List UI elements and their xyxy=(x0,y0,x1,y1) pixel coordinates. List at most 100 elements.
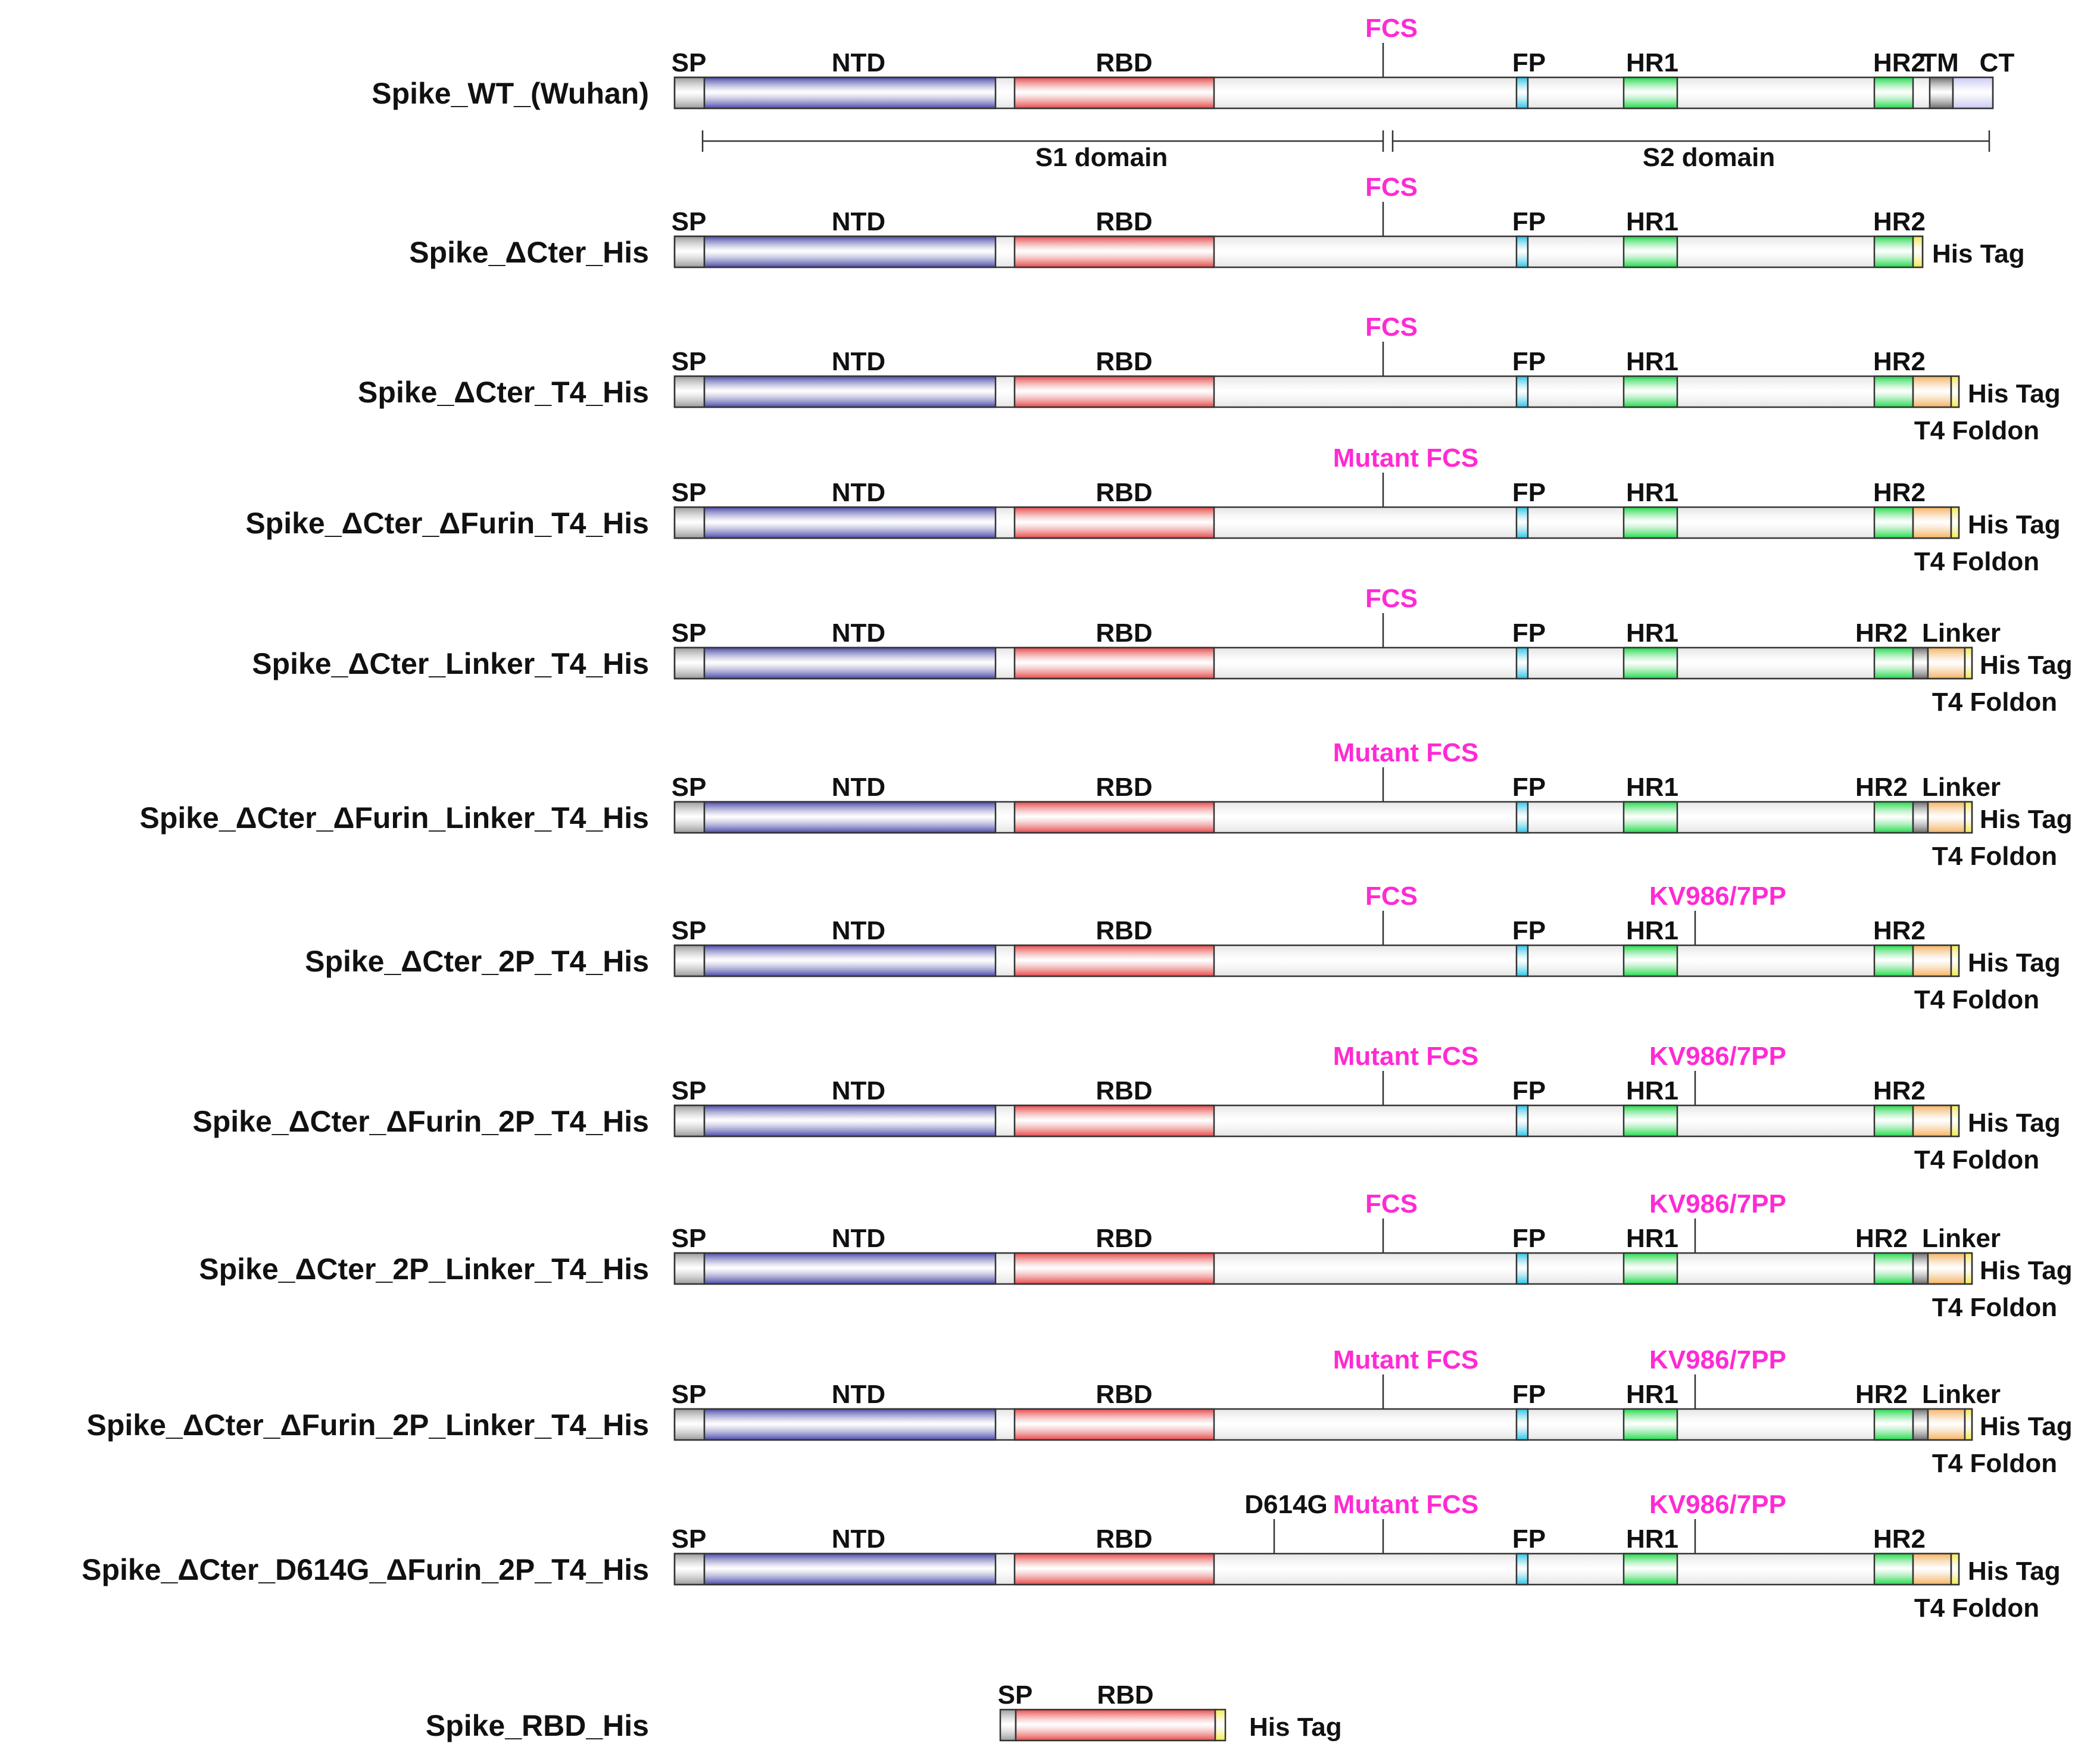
t4-foldon-label: T4 Foldon xyxy=(1914,1594,2039,1623)
his-tag-segment xyxy=(1964,646,1973,680)
hr2-segment xyxy=(1873,944,1914,977)
t4-foldon-segment xyxy=(1927,801,1966,834)
hr2-label: HR2 xyxy=(1855,618,1908,648)
hr1-label: HR1 xyxy=(1626,773,1678,802)
his-tag-segment xyxy=(1964,1408,1973,1441)
sp-segment xyxy=(673,646,706,680)
hr2-label: HR2 xyxy=(1873,1524,1926,1554)
fp-segment xyxy=(1515,375,1529,408)
construct-row: Spike_ΔCter_D614G_ΔFurin_2P_T4_His SP NTD R… xyxy=(82,1490,2061,1623)
his-tag-label: His Tag xyxy=(1968,948,2061,977)
hr1-segment xyxy=(1622,235,1678,268)
hr1-label: HR1 xyxy=(1626,1224,1678,1253)
construct-name: Spike_WT_(Wuhan) xyxy=(372,77,649,110)
fp-segment xyxy=(1515,235,1529,268)
construct-name: Spike_ΔCter_ΔFurin_2P_T4_His xyxy=(192,1105,649,1138)
fp-segment xyxy=(1515,944,1529,977)
hr2-segment xyxy=(1873,1104,1914,1138)
his-tag-segment xyxy=(1950,944,1960,977)
t4-foldon-segment xyxy=(1912,1552,1952,1586)
his-tag-label: His Tag xyxy=(1980,805,2073,834)
fp-label: FP xyxy=(1512,1380,1546,1409)
rbd-label: RBD xyxy=(1097,1680,1153,1710)
construct-row: Spike_ΔCter_ΔFurin_Linker_T4_His SP NTD RBD… xyxy=(139,738,2072,871)
hr2-label: HR2 xyxy=(1855,773,1908,802)
fp-segment xyxy=(1515,801,1529,834)
fp-segment xyxy=(1515,506,1529,539)
ntd-label: NTD xyxy=(832,478,885,507)
fp-label: FP xyxy=(1512,478,1546,507)
ntd-segment xyxy=(703,506,997,539)
t4-foldon-label: T4 Foldon xyxy=(1932,1293,2057,1322)
linker-label: Linker xyxy=(1922,1224,2001,1253)
sp-label: SP xyxy=(672,347,707,376)
hr2-segment xyxy=(1873,506,1914,539)
fcs-label: Mutant FCS xyxy=(1333,738,1478,767)
fcs-label: Mutant FCS xyxy=(1333,1042,1478,1071)
sp-segment xyxy=(999,1708,1017,1742)
construct-row: Spike_ΔCter_ΔFurin_2P_Linker_T4_His SP NTD… xyxy=(87,1345,2073,1478)
rbd-segment xyxy=(1013,1104,1215,1138)
sp-segment xyxy=(673,235,706,268)
linker-segment xyxy=(1912,801,1929,834)
ntd-segment xyxy=(703,801,997,834)
rbd-label: RBD xyxy=(1096,1524,1152,1554)
linker-label: Linker xyxy=(1922,773,2001,802)
fp-segment xyxy=(1515,1252,1529,1285)
pp-mutation-label: KV986/7PP xyxy=(1649,1189,1786,1219)
t4-foldon-label: T4 Foldon xyxy=(1914,1145,2039,1174)
construct-name: Spike_ΔCter_D614G_ΔFurin_2P_T4_His xyxy=(82,1553,649,1586)
d614g-label: D614G xyxy=(1244,1490,1327,1519)
t4-foldon-segment xyxy=(1912,506,1952,539)
sp-label: SP xyxy=(672,1524,707,1554)
hr2-label: HR2 xyxy=(1873,1076,1926,1105)
rbd-label: RBD xyxy=(1096,1076,1152,1105)
fp-segment xyxy=(1515,1408,1529,1441)
ntd-label: NTD xyxy=(832,207,885,236)
pp-mutation-label: KV986/7PP xyxy=(1649,1345,1786,1374)
construct-row: Spike_ΔCter_ΔFurin_T4_His SP NTD RBD FP HR1 Mu… xyxy=(245,443,2060,576)
his-tag-segment xyxy=(1950,1552,1960,1586)
his-tag-label: His Tag xyxy=(1980,651,2073,680)
t4-foldon-label: T4 Foldon xyxy=(1932,842,2057,871)
rbd-segment xyxy=(1013,375,1215,408)
ntd-label: NTD xyxy=(832,48,885,77)
rbd-label: RBD xyxy=(1096,207,1152,236)
rbd-label: RBD xyxy=(1096,1224,1152,1253)
rbd-label: RBD xyxy=(1096,48,1152,77)
fp-label: FP xyxy=(1512,48,1546,77)
his-tag-segment xyxy=(1950,1104,1960,1138)
sp-segment xyxy=(673,1552,706,1586)
hr2-segment xyxy=(1873,646,1914,680)
construct-name: Spike_ΔCter_ΔFurin_Linker_T4_His xyxy=(139,801,649,835)
fp-label: FP xyxy=(1512,618,1546,648)
fp-label: FP xyxy=(1512,916,1546,945)
t4-foldon-label: T4 Foldon xyxy=(1914,547,2039,576)
linker-label: Linker xyxy=(1922,618,2001,648)
ntd-label: NTD xyxy=(832,347,885,376)
rbd-segment xyxy=(1013,944,1215,977)
tm-label: TM xyxy=(1921,48,1959,77)
hr1-segment xyxy=(1622,1408,1678,1441)
hr1-label: HR1 xyxy=(1626,207,1678,236)
linker-segment xyxy=(1912,1252,1929,1285)
ct-segment xyxy=(1952,76,1994,110)
hr1-label: HR1 xyxy=(1626,1524,1678,1554)
pp-mutation-label: KV986/7PP xyxy=(1649,1042,1786,1071)
t4-foldon-label: T4 Foldon xyxy=(1914,985,2039,1014)
sp-segment xyxy=(673,1104,706,1138)
s1-domain-label: S1 domain xyxy=(1035,143,1168,172)
sp-segment xyxy=(673,944,706,977)
rbd-segment xyxy=(1013,646,1215,680)
rbd-label: RBD xyxy=(1096,618,1152,648)
fp-label: FP xyxy=(1512,773,1546,802)
construct-name: Spike_ΔCter_2P_T4_His xyxy=(305,945,649,978)
hr1-segment xyxy=(1622,375,1678,408)
construct-row: Spike_RBD_His SP RBD His Tag xyxy=(426,1680,1342,1742)
construct-name: Spike_ΔCter_2P_Linker_T4_His xyxy=(199,1252,649,1286)
hr2-label: HR2 xyxy=(1873,347,1926,376)
t4-foldon-label: T4 Foldon xyxy=(1932,1449,2057,1478)
rbd-segment xyxy=(1013,506,1215,539)
construct-row: Spike_ΔCter_2P_Linker_T4_His SP NTD RBD FP HR… xyxy=(199,1189,2072,1322)
construct-row: Spike_ΔCter_2P_T4_His SP NTD RBD FP HR1 FCS KV9… xyxy=(305,882,2061,1014)
